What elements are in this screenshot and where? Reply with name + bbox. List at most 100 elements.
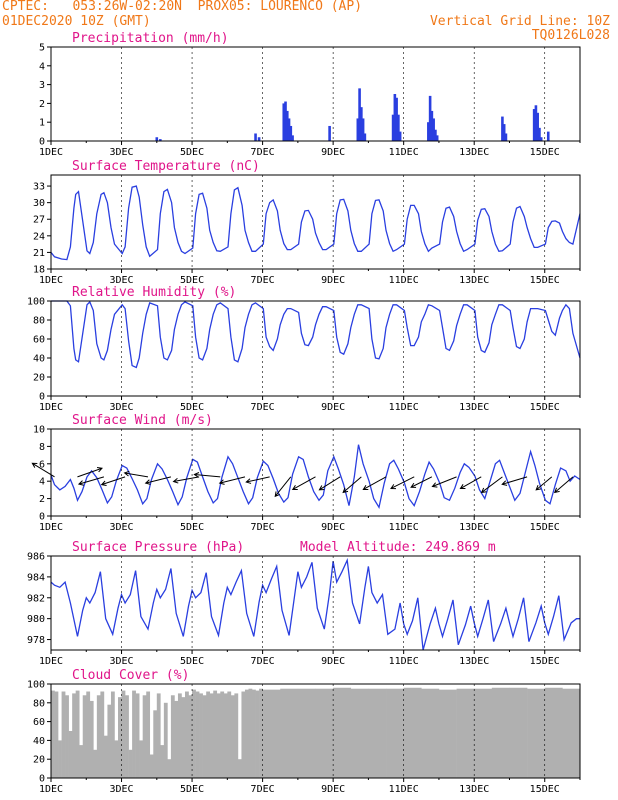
precip-xtick-label: 15DEC (530, 147, 560, 158)
precip-bar (534, 105, 538, 141)
rh-ytick-label: 100 (27, 297, 45, 308)
cloud-cover-bar (244, 689, 249, 778)
wind-arrow (172, 476, 200, 484)
cloud-cover-bar (61, 691, 66, 778)
wind-ytick-label: 4 (39, 477, 45, 488)
cloud-cover-bar (93, 749, 98, 778)
pressure-xtick-label: 3DEC (109, 656, 133, 667)
cloud-xtick-label: 5DEC (180, 784, 204, 795)
pressure-annotation: Model Altitude: 249.869 m (300, 540, 496, 555)
cloud-cover-bar (252, 689, 256, 778)
wind-ytick-label: 6 (39, 459, 45, 470)
precip-bar (284, 101, 287, 141)
precip-bar (361, 118, 365, 141)
pressure-xtick-label: 7DEC (251, 656, 275, 667)
header-right-line3: TQ0126L028 (531, 28, 610, 43)
cloud-cover-bar (167, 759, 172, 778)
temp-series-line (50, 185, 581, 261)
rh-xtick-label: 13DEC (459, 402, 489, 413)
cloud-cover-bar (146, 691, 151, 778)
wind-arrow (480, 476, 503, 494)
cloud-cover-bar (58, 740, 62, 778)
cloud-ytick-label: 100 (27, 680, 45, 691)
precip-bar (287, 118, 291, 141)
precip-xtick-label: 9DEC (321, 147, 345, 158)
cloud-xtick-label: 13DEC (459, 784, 489, 795)
cloud-cover-bar (234, 693, 239, 778)
cloud-xtick-label: 9DEC (321, 784, 345, 795)
precip-xtick-label: 11DEC (389, 147, 419, 158)
cloud-xtick-label: 7DEC (251, 784, 275, 795)
wind-arrow (501, 476, 528, 486)
cloud-xtick-label: 11DEC (389, 784, 419, 795)
precip-bar (360, 107, 363, 141)
wind-arrow (218, 476, 246, 485)
cloud-xtick-label: 3DEC (109, 784, 133, 795)
cloud-cover-bar (227, 691, 232, 778)
cloud-cover-bar (192, 689, 196, 778)
cloud-frame (50, 683, 581, 779)
cloud-cover-bar (114, 740, 119, 778)
cloud-cover-bar (333, 687, 352, 778)
wind-arrow (362, 476, 387, 490)
cloud-panel: 0 20 40 60 80 100 1DEC 3DEC 5DEC 7DEC 9DEC 11DEC 13D… (27, 668, 581, 795)
rh-ytick-label: 80 (33, 316, 45, 327)
rh-xtick-label: 3DEC (109, 402, 133, 413)
cloud-cover-bar (128, 749, 133, 778)
wind-ytick-label: 8 (39, 442, 45, 453)
cloud-cover-bar (491, 687, 510, 778)
pressure-xtick-label: 9DEC (321, 656, 345, 667)
wind-ytick-label: 0 (39, 512, 45, 523)
temp-ytick-label: 21 (33, 248, 45, 259)
wind-arrow (291, 476, 316, 490)
precip-bar (393, 94, 397, 141)
pressure-ytick-label: 982 (27, 593, 45, 604)
cloud-cover-bar (262, 689, 281, 778)
cloud-xtick-label: 15DEC (530, 784, 560, 795)
cloud-cover-bar (125, 695, 129, 778)
pressure-xtick-label: 1DEC (39, 656, 63, 667)
rh-ytick-label: 0 (39, 392, 45, 403)
precip-bar (536, 112, 539, 141)
temp-ytick-label: 24 (33, 231, 45, 242)
cloud-cover-bar (209, 693, 214, 778)
rh-title: Relative Humidity (%) (72, 285, 236, 300)
precip-bar (358, 88, 361, 141)
cloud-cover-bar (142, 695, 147, 778)
header-left-line1: CPTEC: 053:26W-02:20N PROX05: LOURENCO (… (2, 0, 363, 14)
wind-arrow (342, 476, 362, 494)
pressure-ytick-label: 980 (27, 614, 45, 625)
temp-xtick-label: 7DEC (251, 275, 275, 286)
pressure-xtick-label: 15DEC (530, 656, 560, 667)
precip-bar (538, 127, 541, 141)
wind-arrow (193, 472, 221, 478)
wind-arrow (123, 470, 149, 478)
cloud-cover-bar (259, 688, 263, 778)
precip-bar (432, 118, 435, 141)
precip-bar (427, 122, 430, 141)
cloud-cover-bar (153, 710, 158, 778)
cloud-cover-bar (107, 704, 112, 778)
precip-xtick-label: 13DEC (459, 147, 489, 158)
pressure-ytick-label: 984 (27, 572, 45, 583)
rh-ytick-label: 60 (33, 335, 45, 346)
rh-xtick-label: 7DEC (251, 402, 275, 413)
precip-bar (398, 131, 402, 141)
cloud-cover-bar (216, 693, 221, 778)
wind-arrow (100, 476, 126, 487)
rh-xtick-label: 5DEC (180, 402, 204, 413)
wind-arrow (459, 476, 482, 490)
cloud-cover-bar (185, 691, 189, 778)
cloud-cover-bar (474, 688, 493, 778)
cloud-cover-bar (195, 691, 200, 778)
temp-ytick-label: 18 (33, 265, 45, 276)
cloud-cover-bar (89, 700, 94, 778)
precip-bar (289, 125, 293, 141)
cloud-cover-bar (118, 697, 122, 778)
cloud-cover-bar (509, 687, 528, 778)
wind-arrow (274, 476, 292, 498)
cloud-cover-bar (149, 754, 154, 778)
precip-bar (397, 114, 400, 141)
precip-bar (501, 116, 504, 141)
